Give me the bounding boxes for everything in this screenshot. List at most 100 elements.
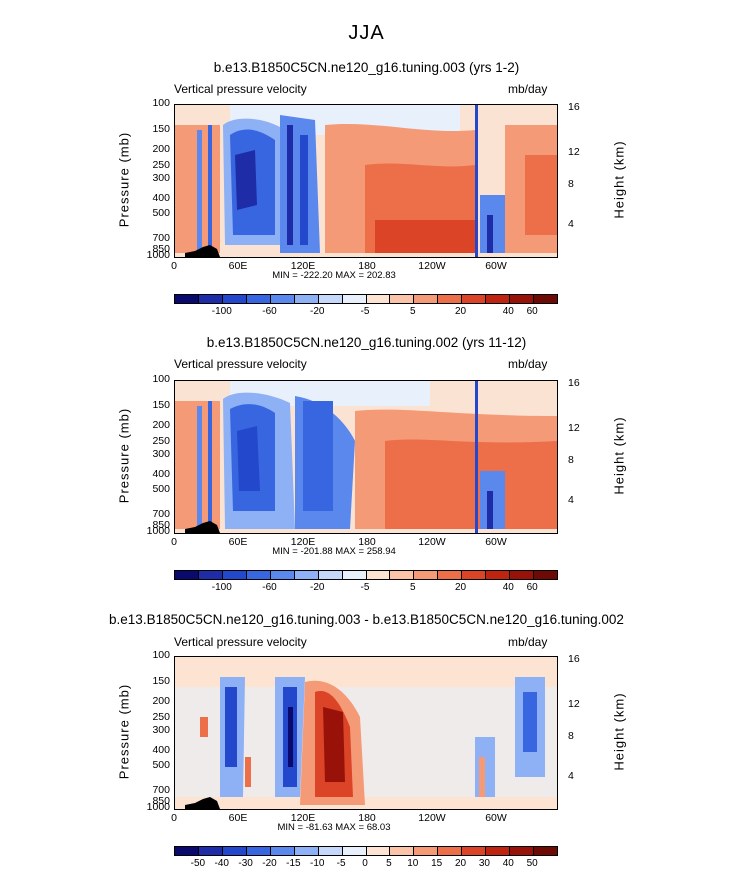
longitude-tick-label: 60W — [485, 536, 507, 548]
height-tick-label: 4 — [568, 218, 574, 230]
colorbar-tick-label: -20 — [310, 306, 325, 317]
longitude-tick-label: 180 — [358, 260, 376, 272]
colorbar-swatch — [270, 847, 295, 855]
pressure-tick-label: 100 — [152, 97, 170, 109]
y-axis-title: Pressure (mb) — [116, 131, 132, 228]
colorbar — [174, 846, 558, 856]
colorbar-tick-label: 5 — [409, 306, 416, 317]
colorbar-swatch — [486, 571, 511, 579]
figure-title: JJA — [348, 22, 385, 44]
longitude-tick-label: 120W — [418, 260, 446, 272]
colorbar-tick-label: 60 — [526, 306, 538, 317]
pressure-tick-label: 200 — [152, 143, 170, 155]
pressure-tick-label: 400 — [152, 192, 170, 204]
colorbar-swatch — [246, 571, 271, 579]
pressure-tick-label: 150 — [152, 123, 170, 135]
colorbar-swatch — [246, 847, 271, 855]
height-tick-label: 16 — [568, 653, 580, 665]
pressure-tick-label: 250 — [152, 159, 170, 171]
height-tick-label: 4 — [568, 494, 574, 506]
colorbar-tick-label: -5 — [360, 582, 370, 593]
colorbar-swatch — [510, 571, 535, 579]
colorbar-tick-label: 30 — [478, 858, 490, 869]
height-tick-label: 12 — [568, 146, 580, 158]
contour-plot-1 — [174, 104, 558, 258]
colorbar-tick-label: 5 — [386, 858, 392, 869]
colorbar-tick-label: -15 — [286, 858, 301, 869]
longitude-tick-label: 0 — [171, 536, 177, 548]
colorbar-swatch — [438, 847, 463, 855]
panel-title: b.e13.B1850C5CN.ne120_g16.tuning.002 (yr… — [206, 335, 527, 350]
colorbar — [174, 570, 558, 580]
colorbar-swatch — [486, 295, 511, 303]
variable-label: Vertical pressure velocity — [174, 357, 307, 371]
panel-title: b.e13.B1850C5CN.ne120_g16.tuning.003 - b… — [109, 612, 624, 627]
colorbar-tick-label: -60 — [262, 582, 277, 593]
colorbar-swatch — [390, 295, 415, 303]
pressure-tick-label: 400 — [152, 468, 170, 480]
colorbar-swatch — [198, 571, 223, 579]
colorbar-swatch — [222, 847, 247, 855]
pressure-tick-label: 1000 — [146, 801, 170, 813]
colorbar-swatch — [438, 571, 463, 579]
pressure-tick-label: 100 — [152, 649, 170, 661]
colorbar-tick-label: -50 — [190, 858, 206, 869]
pressure-tick-label: 850 — [152, 243, 170, 255]
panel-title: b.e13.B1850C5CN.ne120_g16.tuning.003 (yr… — [213, 60, 520, 75]
longitude-tick-label: 60E — [228, 260, 248, 272]
height-tick-label: 16 — [568, 377, 580, 389]
pressure-tick-label: 250 — [152, 711, 170, 723]
colorbar-swatch — [175, 571, 199, 579]
longitude-tick-label: 60W — [485, 260, 507, 272]
height-tick-label: 8 — [568, 454, 574, 466]
units-label: mb/day — [508, 82, 548, 96]
colorbar-swatch — [294, 295, 319, 303]
min-max-label: MIN = -201.88 MAX = 258.94 — [272, 546, 396, 557]
colorbar-swatch — [198, 847, 223, 855]
longitude-tick-label: 60E — [228, 812, 248, 824]
colorbar-tick-label: -100 — [211, 306, 232, 317]
colorbar-tick-label: 0 — [362, 858, 368, 869]
pressure-tick-label: 700 — [152, 784, 170, 796]
colorbar-tick-label: 40 — [502, 582, 514, 593]
colorbar-tick-label: 5 — [409, 582, 416, 593]
y2-axis-title: Height (km) — [611, 140, 627, 219]
colorbar-swatch — [270, 295, 295, 303]
colorbar-swatch — [294, 847, 319, 855]
colorbar-swatch — [486, 847, 511, 855]
colorbar-tick-label: 40 — [502, 306, 514, 317]
colorbar-tick-label: 15 — [431, 858, 443, 869]
height-tick-label: 12 — [568, 698, 580, 710]
pressure-tick-label: 100 — [152, 373, 170, 385]
colorbar-swatch — [462, 571, 487, 579]
colorbar-swatch — [198, 295, 223, 303]
longitude-tick-label: 180 — [358, 812, 376, 824]
colorbar-swatch — [222, 295, 247, 303]
colorbar-swatch — [534, 571, 557, 579]
longitude-tick-label: 120E — [290, 536, 316, 548]
colorbar-swatch — [342, 571, 367, 579]
contour-plot-3 — [174, 656, 558, 810]
colorbar-tick-label: -100 — [211, 582, 232, 593]
pressure-tick-label: 700 — [152, 508, 170, 520]
longitude-tick-label: 60E — [228, 536, 248, 548]
colorbar-swatch — [390, 571, 415, 579]
colorbar-tick-label: 60 — [526, 582, 538, 593]
colorbar — [174, 294, 558, 304]
pressure-tick-label: 200 — [152, 695, 170, 707]
contour-plot-2 — [174, 380, 558, 534]
colorbar-swatch — [462, 847, 487, 855]
colorbar-swatch — [318, 847, 343, 855]
longitude-tick-label: 120E — [290, 812, 316, 824]
colorbar-swatch — [414, 571, 439, 579]
units-label: mb/day — [508, 635, 548, 649]
colorbar-swatch — [270, 571, 295, 579]
variable-label: Vertical pressure velocity — [174, 82, 307, 96]
colorbar-tick-label: 20 — [454, 858, 467, 869]
pressure-tick-label: 500 — [152, 759, 170, 771]
longitude-tick-label: 60W — [485, 812, 507, 824]
colorbar-tick-label: 40 — [502, 858, 514, 869]
colorbar-swatch — [294, 571, 319, 579]
units-label: mb/day — [508, 357, 548, 371]
colorbar-tick-label: -5 — [360, 306, 370, 317]
